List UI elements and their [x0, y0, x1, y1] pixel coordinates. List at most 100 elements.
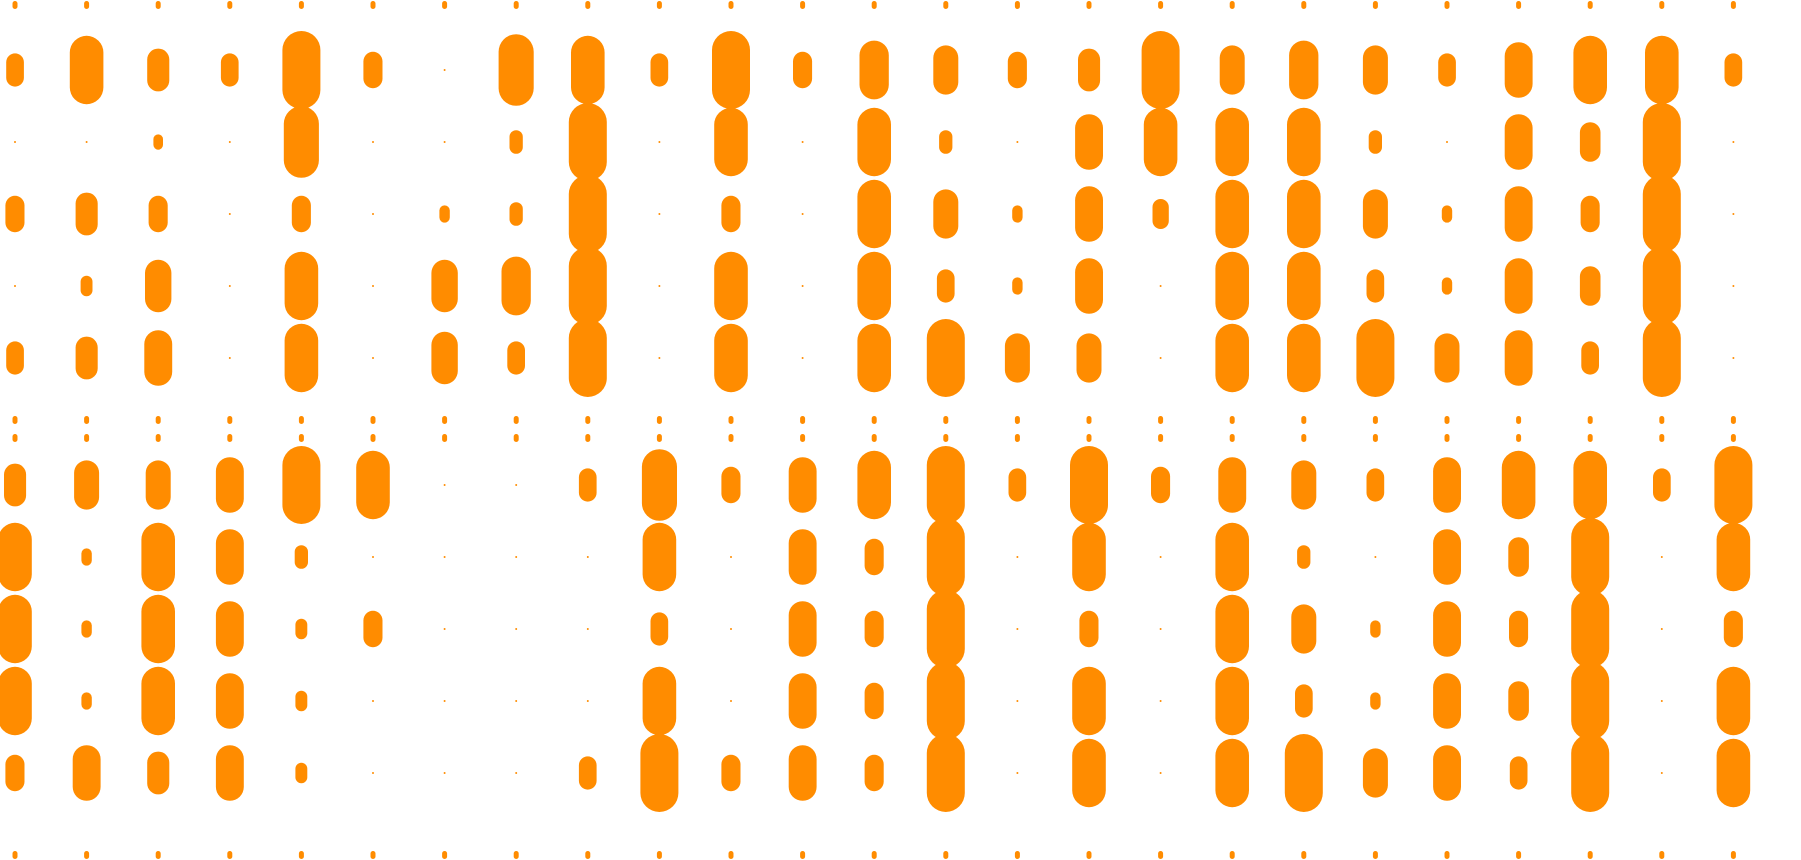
capsule-dot [793, 51, 813, 89]
capsule-dot [1571, 734, 1610, 812]
tick-dot [1086, 1, 1092, 9]
capsule-dot [282, 31, 321, 109]
tick-dot [1158, 434, 1164, 442]
capsule-dot [714, 323, 748, 393]
tick-dot [513, 416, 519, 424]
capsule-dot [1642, 175, 1681, 253]
tick-dot [656, 416, 662, 424]
capsule-dot [1642, 247, 1681, 325]
capsule-dot [1075, 186, 1103, 242]
tick-dot [84, 851, 90, 859]
capsule-dot [515, 772, 518, 774]
capsule-dot [515, 628, 518, 630]
tick-dot [1158, 851, 1164, 859]
capsule-dot [578, 756, 597, 790]
capsule-dot [1446, 141, 1448, 143]
tick-dot [1014, 434, 1020, 442]
capsule-dot [515, 556, 518, 558]
capsule-dot [1070, 446, 1108, 524]
tick-dot [1372, 416, 1378, 424]
tick-dot [1301, 434, 1307, 442]
tick-dot [1372, 434, 1378, 442]
capsule-dot [1441, 205, 1453, 223]
tick-dot [1086, 851, 1092, 859]
capsule-dot [1287, 251, 1321, 321]
capsule-dot [586, 556, 589, 558]
capsule-dot [1159, 700, 1162, 702]
capsule-dot [1433, 529, 1461, 585]
tick-dot [1516, 851, 1522, 859]
tick-dot [227, 1, 233, 9]
tick-dot [1444, 1, 1450, 9]
capsule-dot [1012, 205, 1023, 223]
capsule-dot [586, 700, 589, 702]
capsule-dot [1504, 186, 1533, 242]
capsule-dot [1008, 468, 1027, 502]
capsule-dot [145, 259, 172, 313]
capsule-dot [1143, 107, 1178, 177]
tick-dot [1014, 851, 1020, 859]
tick-dot [1444, 434, 1450, 442]
capsule-dot [864, 754, 884, 792]
capsule-dot [1732, 141, 1735, 143]
capsule-dot [1215, 594, 1249, 664]
tick-dot [12, 851, 18, 859]
tick-dot [1372, 1, 1378, 9]
capsule-dot [926, 662, 965, 740]
capsule-dot [1571, 518, 1610, 596]
capsule-dot [147, 751, 170, 795]
capsule-dot [1291, 604, 1317, 654]
capsule-dot [1433, 601, 1461, 657]
capsule-dot [1012, 277, 1023, 295]
capsule-dot [568, 103, 607, 181]
tick-dot [943, 1, 949, 9]
capsule-dot [439, 205, 450, 223]
capsule-dot [1141, 31, 1180, 109]
capsule-dot [215, 529, 244, 585]
capsule-dot [215, 457, 244, 513]
tick-dot [800, 416, 806, 424]
capsule-dot [801, 141, 804, 143]
capsule-dot [1159, 772, 1162, 774]
capsule-dot [372, 700, 374, 702]
capsule-dot [859, 40, 889, 100]
capsule-dot [1434, 333, 1460, 383]
capsule-dot [1501, 450, 1536, 520]
tick-dot [1229, 1, 1235, 9]
capsule-dot [1581, 341, 1599, 375]
capsule-dot [1571, 662, 1610, 740]
capsule-dot [857, 323, 891, 393]
capsule-dot [936, 269, 955, 303]
capsule-dot [1573, 450, 1607, 520]
capsule-dot [1366, 468, 1385, 502]
capsule-dot [295, 618, 308, 640]
capsule-dot [431, 259, 458, 313]
capsule-dot [857, 450, 891, 520]
capsule-dot [284, 251, 319, 321]
capsule-dot [788, 457, 817, 513]
capsule-dot [933, 189, 959, 239]
capsule-dot [1441, 277, 1453, 295]
capsule-dot [730, 556, 732, 558]
capsule-dot [283, 106, 319, 178]
capsule-dot [509, 130, 523, 154]
capsule-dot [1016, 141, 1019, 143]
capsule-dot [650, 53, 669, 87]
capsule-dot [1151, 466, 1171, 504]
capsule-dot [1016, 628, 1019, 630]
capsule-dot [85, 141, 88, 143]
capsule-dot [1295, 684, 1313, 718]
capsule-dot [295, 762, 308, 784]
tick-dot [1516, 1, 1522, 9]
tick-dot [370, 416, 376, 424]
capsule-dot [147, 48, 170, 92]
tick-dot [1659, 416, 1665, 424]
capsule-dot [220, 53, 239, 87]
capsule-dot [1504, 42, 1533, 98]
tick-dot [513, 1, 519, 9]
capsule-dot [507, 341, 525, 375]
tick-dot [871, 434, 877, 442]
tick-dot [155, 416, 161, 424]
capsule-dot [1660, 628, 1663, 630]
